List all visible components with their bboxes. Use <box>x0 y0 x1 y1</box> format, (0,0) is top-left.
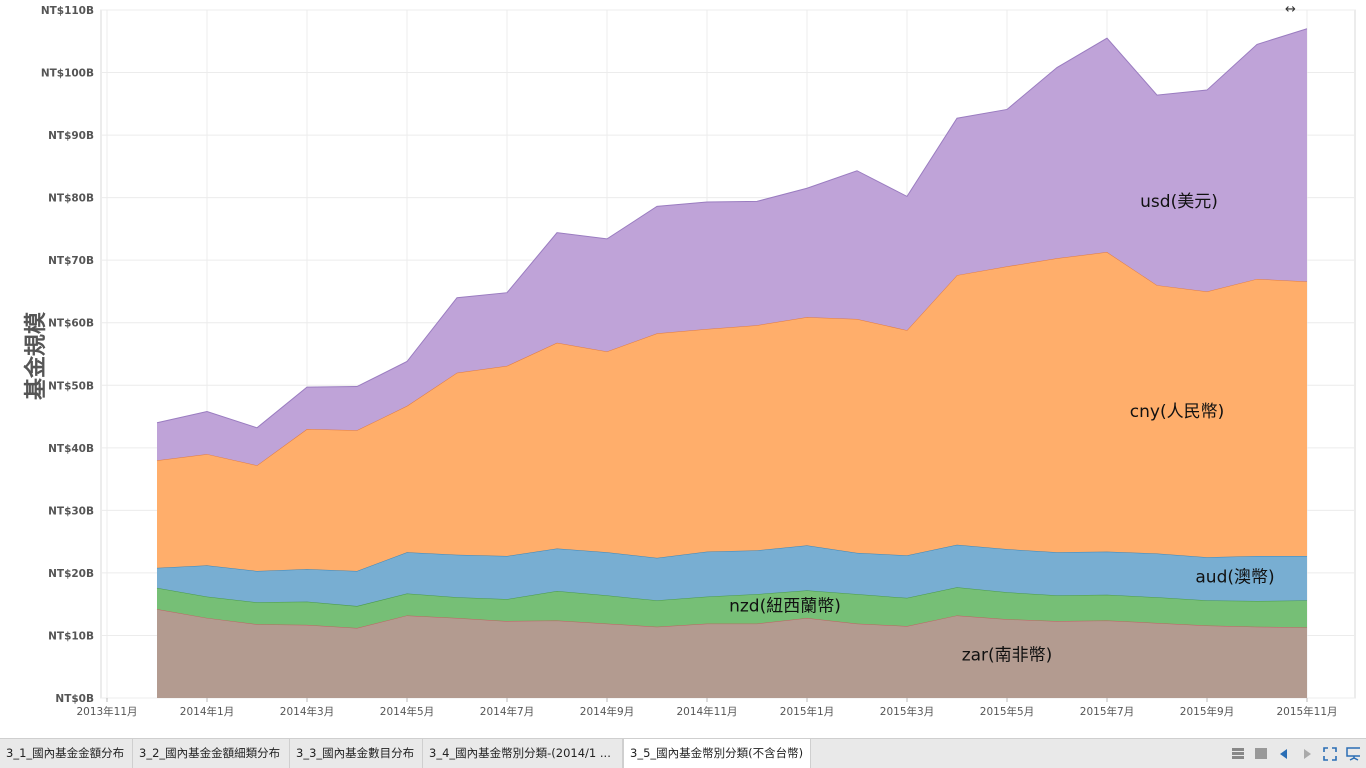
y-tick-label: NT$70B <box>48 255 94 267</box>
x-tick-label: 2015年3月 <box>880 705 934 718</box>
resize-icon[interactable]: ↔ <box>1285 2 1296 17</box>
next-tab-icon[interactable] <box>1300 747 1314 761</box>
tab-3-1[interactable]: 3_1_國內基金金額分布 <box>0 739 133 768</box>
area-aud(澳幣) <box>157 544 1307 607</box>
series-label: zar(南非幣) <box>962 646 1053 666</box>
y-tick-label: NT$50B <box>48 380 94 392</box>
fullscreen-icon[interactable] <box>1323 746 1337 761</box>
x-tick-label: 2014年1月 <box>180 705 234 718</box>
tab-label: 3_3_國內基金數目分布 <box>296 746 415 760</box>
area-zar(南非幣) <box>157 609 1307 698</box>
y-tick-label: NT$0B <box>55 693 94 705</box>
x-tick-label: 2014年3月 <box>280 705 334 718</box>
y-tick-label: NT$20B <box>48 568 94 580</box>
x-tick-label: 2013年11月 <box>76 705 137 718</box>
x-tick-label: 2015年7月 <box>1080 705 1134 718</box>
y-tick-label: NT$10B <box>48 630 94 642</box>
y-tick-label: NT$30B <box>48 505 94 517</box>
sheet-tab-bar: 3_1_國內基金金額分布 3_2_國內基金金額細類分布 3_3_國內基金數目分布… <box>0 738 1366 768</box>
tab-3-2[interactable]: 3_2_國內基金金額細類分布 <box>133 739 290 768</box>
y-tick-label: NT$110B <box>41 5 94 17</box>
chart-area: NT$0B NT$10B NT$20B NT$30B NT$40B NT$50B NT$60… <box>24 2 1356 718</box>
x-tick-label: 2015年9月 <box>1180 705 1234 718</box>
y-tick-label: NT$60B <box>48 318 94 330</box>
series-label: aud(澳幣) <box>1195 568 1274 588</box>
presentation-icon[interactable] <box>1346 746 1360 761</box>
area-usd(美元) <box>157 28 1307 466</box>
area-nzd(紐西蘭幣) <box>157 587 1307 628</box>
x-tick-label: 2015年11月 <box>1276 705 1337 718</box>
y-tick-label: NT$80B <box>48 193 94 205</box>
y-tick-label: NT$90B <box>48 130 94 142</box>
area-chart: NT$0B NT$10B NT$20B NT$30B NT$40B NT$50B NT$60… <box>41 5 1356 718</box>
series-line <box>156 28 1308 429</box>
series-label: cny(人民幣) <box>1130 402 1224 422</box>
tab-3-4[interactable]: 3_4_國內基金幣別分類-(2014/1 ... <box>423 739 623 768</box>
series-label: nzd(紐西蘭幣) <box>729 597 841 617</box>
x-tick-label: 2014年7月 <box>480 705 534 718</box>
area-cny(人民幣) <box>157 252 1307 572</box>
tab-label: 3_4_國內基金幣別分類-(2014/1 ... <box>429 746 611 760</box>
x-tick-label: 2014年9月 <box>580 705 634 718</box>
x-tick-label: 2014年11月 <box>676 705 737 718</box>
y-tick-label: NT$100B <box>41 68 94 80</box>
y-axis-title: 基金規模 <box>24 311 49 400</box>
y-tick-label: NT$40B <box>48 443 94 455</box>
tab-label: 3_1_國內基金金額分布 <box>6 746 125 760</box>
prev-tab-icon[interactable] <box>1277 747 1291 761</box>
x-tick-label: 2015年5月 <box>980 705 1034 718</box>
x-tick-label: 2014年5月 <box>380 705 434 718</box>
single-view-icon[interactable] <box>1254 747 1268 761</box>
tab-label: 3_2_國內基金金額細類分布 <box>139 746 281 760</box>
tab-3-5[interactable]: 3_5_國內基金幣別分類(不含台幣) <box>623 739 811 768</box>
grid-view-icon[interactable] <box>1231 747 1245 761</box>
tab-label: 3_5_國內基金幣別分類(不含台幣) <box>630 746 804 760</box>
series-label: usd(美元) <box>1140 192 1218 212</box>
tab-3-3[interactable]: 3_3_國內基金數目分布 <box>290 739 423 768</box>
tab-toolbar <box>1231 739 1360 768</box>
x-tick-label: 2015年1月 <box>780 705 834 718</box>
